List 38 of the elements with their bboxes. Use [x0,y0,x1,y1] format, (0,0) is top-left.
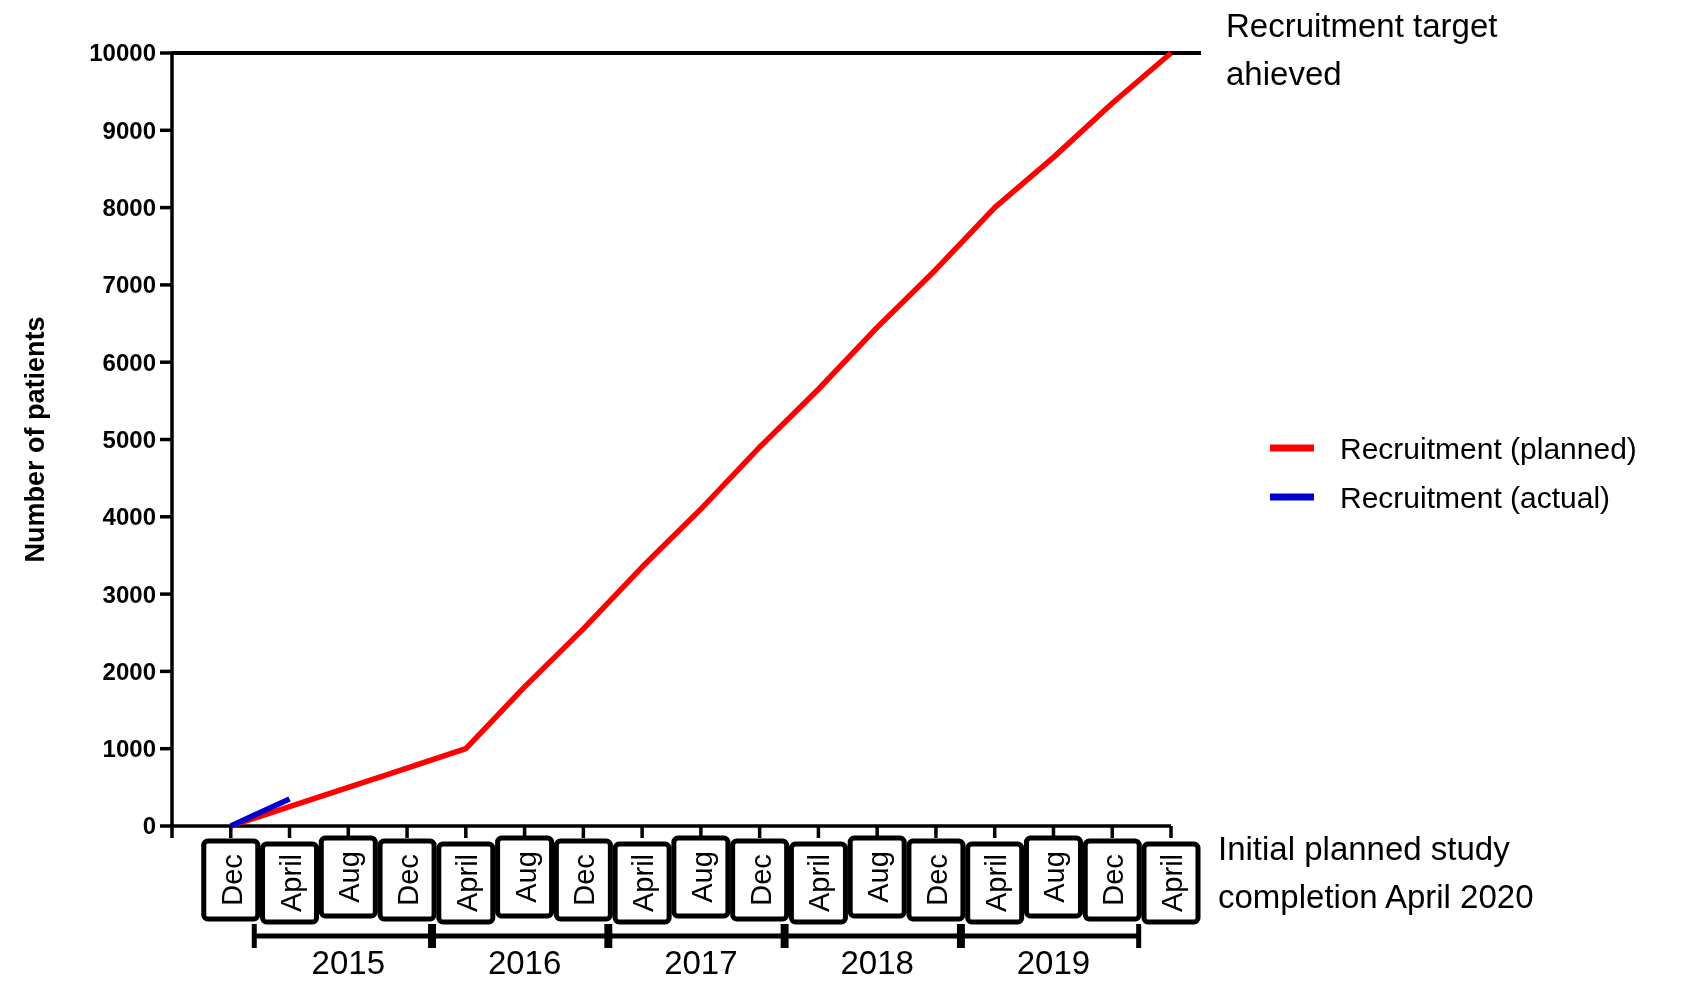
legend-label: Recruitment (planned) [1340,431,1637,465]
text: Initial planned study completion April 2020 [1218,830,1534,915]
x-tick-label: April [450,853,483,913]
legend-label: Recruitment (actual) [1340,480,1611,514]
y-tick-label: 2000 [102,657,156,685]
ref-line-label: Recruitment target ahieved [1226,7,1498,92]
x-tick-label: Dec [744,854,777,906]
x-tick-label: Dec [568,854,601,906]
x-tick-label: Dec [215,854,248,906]
x-tick-label: April [979,853,1012,913]
x-tick-label: Aug [509,851,542,903]
y-tick-label: 1000 [102,735,156,763]
text: 2016 [487,944,562,981]
x-tick-label: April [1156,853,1188,913]
text: 2019 [1016,944,1091,981]
text: 2017 [664,944,738,981]
x-tick-label: Dec [1097,854,1130,906]
text: 2018 [840,944,914,981]
y-tick-label: 9000 [102,116,156,144]
text: 2015 [311,944,386,981]
x-tick-label: April [627,853,660,913]
y-tick-label: 4000 [102,503,156,531]
y-tick-label: 5000 [102,425,156,453]
x-tick-label: Aug [862,851,895,903]
x-tick-label: April [274,853,307,913]
y-tick-label: 0 [142,812,156,840]
x-tick-label: Aug [685,851,718,903]
y-tick-label: 10000 [89,39,156,67]
y-tick-label: 3000 [102,580,156,608]
y-tick-label: 6000 [102,348,156,376]
y-axis-title: Number of patients [20,316,50,563]
y-tick-label: 8000 [102,194,156,221]
x-tick-label: Dec [392,854,425,906]
x-tick-label: Dec [920,854,953,906]
x-tick-label: April [803,853,836,913]
x-tick-label: Aug [333,851,366,903]
x-tick-label: Aug [1038,851,1071,903]
y-tick-label: 7000 [102,271,156,299]
